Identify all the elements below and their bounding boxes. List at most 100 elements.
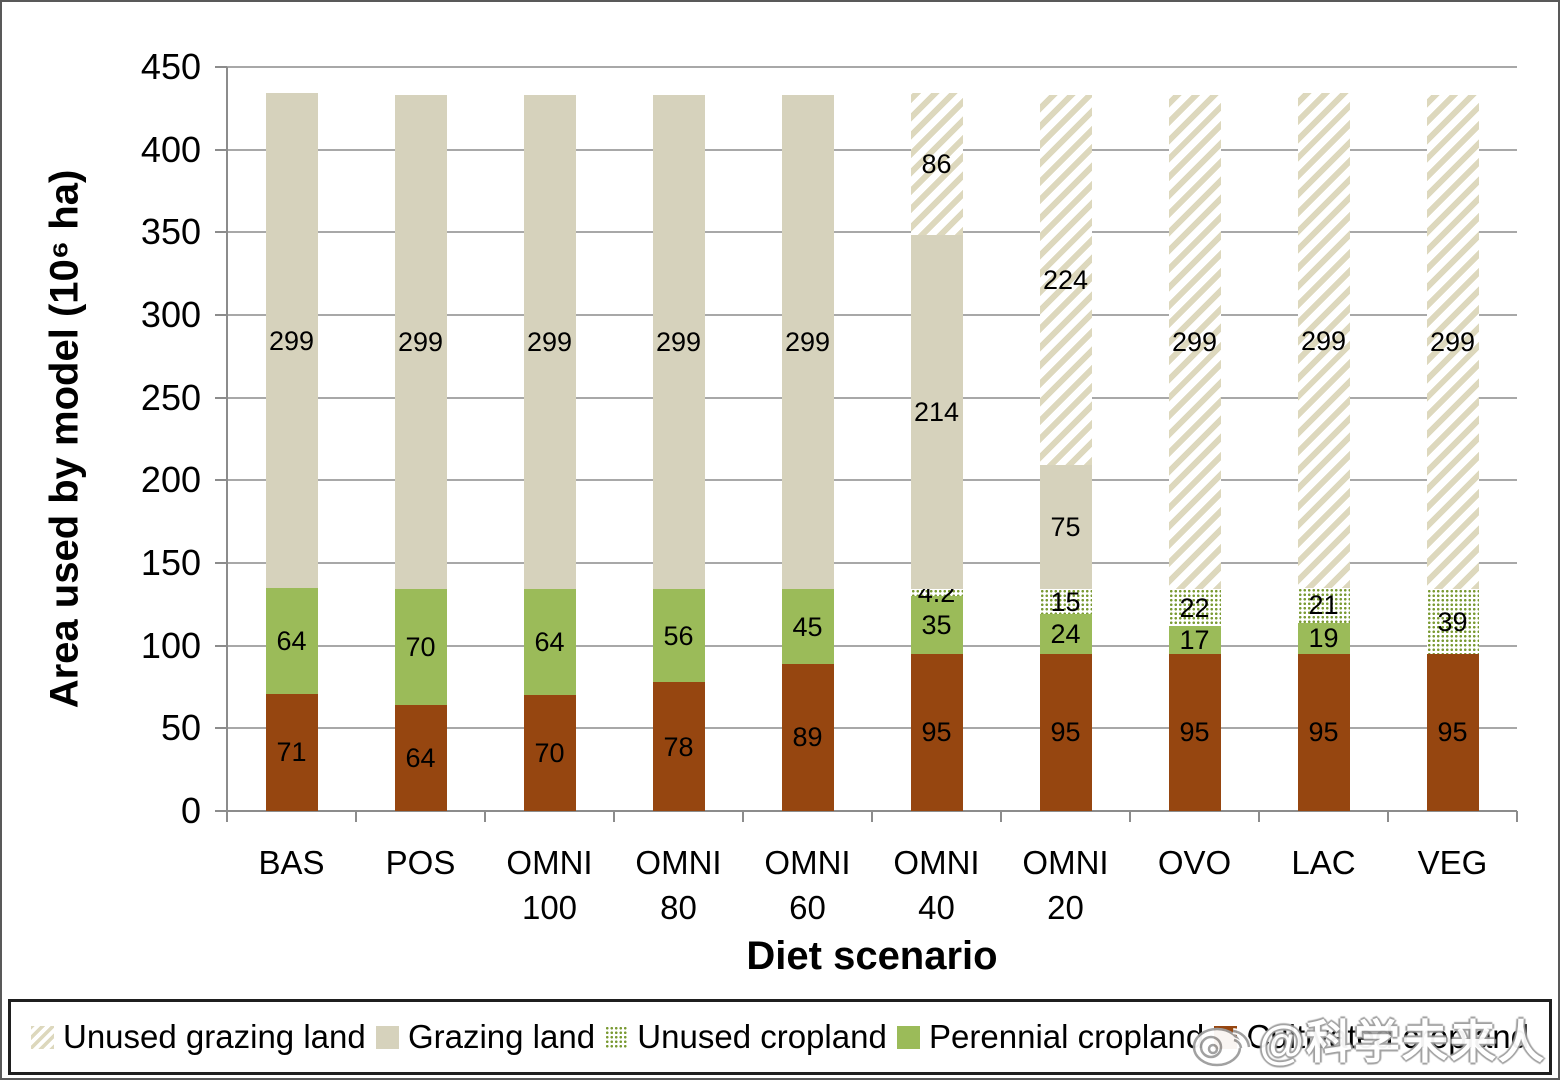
data-label: 214 xyxy=(913,397,960,428)
y-axis-tick xyxy=(215,479,227,482)
bar-segment-cultivated-cropland xyxy=(1039,653,1092,811)
y-tick-label: 0 xyxy=(180,790,201,831)
gridline xyxy=(227,314,1517,316)
y-axis-title: Area used by model (10⁶ ha) xyxy=(42,169,87,709)
legend: Unused grazing land Grazing land Unused cr… xyxy=(8,999,1552,1075)
bar-segment-unused-cropland xyxy=(1297,587,1350,623)
legend-swatch-solid xyxy=(375,1025,399,1049)
bar-segment-unused-cropland xyxy=(1168,589,1221,626)
data-label: 70 xyxy=(405,632,436,663)
data-label: 24 xyxy=(1050,619,1081,650)
x-tick-label: OMNI 80 xyxy=(635,844,722,926)
x-axis-tick xyxy=(226,811,228,822)
gridline xyxy=(227,231,1517,234)
data-label: 299 xyxy=(655,327,702,358)
y-axis-tick xyxy=(215,727,227,730)
bar-segment-perennial-cropland xyxy=(1039,614,1092,654)
x-tick-label: POS xyxy=(385,844,456,881)
data-label: 299 xyxy=(1171,327,1218,358)
y-tick-label: 450 xyxy=(140,46,201,87)
legend-item-unused-cropland: Unused cropland xyxy=(605,1018,887,1056)
bar-segment-cultivated-cropland xyxy=(781,663,834,811)
legend-label: Unused cropland xyxy=(637,1018,887,1055)
bar-segment-cultivated-cropland xyxy=(265,693,318,811)
data-label: 64 xyxy=(276,625,307,656)
x-axis-tick xyxy=(1000,811,1002,822)
bar-segment-unused-grazing-land xyxy=(1168,95,1221,590)
legend-swatch-solid xyxy=(1214,1025,1238,1049)
y-tick-label: 300 xyxy=(140,294,201,335)
data-label: 224 xyxy=(1042,265,1089,296)
data-label: 70 xyxy=(534,738,565,769)
bar-segment-cultivated-cropland xyxy=(523,695,576,811)
bar-segment-cultivated-cropland xyxy=(652,682,705,811)
legend-swatch-solid xyxy=(897,1025,921,1049)
legend-label: Grazing land xyxy=(407,1018,596,1055)
data-label: 95 xyxy=(1437,717,1468,748)
x-axis-title: Diet scenario xyxy=(746,934,998,978)
x-tick-label: VEG xyxy=(1417,844,1488,881)
y-tick-label: 200 xyxy=(140,459,201,501)
data-label: 35 xyxy=(921,610,952,640)
legend-swatch-hatch xyxy=(31,1025,54,1049)
bar-segment-unused-cropland xyxy=(1039,589,1092,615)
x-tick-label: BAS xyxy=(258,844,325,881)
data-label: 15 xyxy=(1050,586,1081,617)
x-axis-tick xyxy=(871,811,873,822)
y-axis-tick xyxy=(215,644,227,647)
bar-segment-grazing-land xyxy=(910,235,963,590)
bar-segment-unused-cropland xyxy=(1426,589,1479,654)
x-axis-tick xyxy=(742,811,744,822)
x-axis-tick xyxy=(355,811,357,822)
data-label: 71 xyxy=(276,737,307,768)
bar-segment-grazing-land xyxy=(1039,465,1092,590)
bar-segment-perennial-cropland xyxy=(910,596,963,654)
data-label: 299 xyxy=(784,327,831,358)
legend-swatch-dots xyxy=(605,1025,629,1049)
y-axis-tick xyxy=(215,562,227,564)
bar-segment-perennial-cropland xyxy=(781,589,834,664)
data-label: 64 xyxy=(534,627,565,658)
bar-segment-cultivated-cropland xyxy=(1297,653,1350,811)
bar-segment-grazing-land xyxy=(652,95,705,590)
data-label: 75 xyxy=(1050,512,1081,543)
bar-segment-perennial-cropland xyxy=(265,587,318,694)
gridline xyxy=(227,396,1517,399)
data-label: 56 xyxy=(663,620,694,651)
legend-label: Cultivated cropland xyxy=(1246,1018,1529,1055)
x-tick-label: OMNI 40 xyxy=(893,844,980,926)
data-label: 299 xyxy=(268,325,315,356)
data-label: 95 xyxy=(921,717,952,748)
legend-label: Unused grazing land xyxy=(63,1018,366,1055)
data-label: 95 xyxy=(1308,717,1339,748)
y-axis-line xyxy=(226,67,228,820)
data-label: 86 xyxy=(921,149,952,180)
y-tick-label: 400 xyxy=(140,128,201,170)
x-tick-label: OMNI 60 xyxy=(764,844,851,926)
x-tick-label: OMNI 20 xyxy=(1022,844,1109,926)
data-label: 45 xyxy=(792,611,823,642)
bar-segment-unused-grazing-land xyxy=(1426,95,1479,590)
data-label: 299 xyxy=(1300,325,1347,356)
y-axis-tick xyxy=(215,314,227,316)
y-axis-tick xyxy=(215,66,227,68)
gridline xyxy=(227,727,1517,730)
y-tick-label: 100 xyxy=(140,624,201,666)
bar-segment-cultivated-cropland xyxy=(910,653,963,811)
bar-segment-perennial-cropland xyxy=(652,589,705,683)
data-label: 299 xyxy=(526,327,573,358)
bar-segment-grazing-land xyxy=(265,93,318,588)
bar-segment-unused-grazing-land xyxy=(910,93,963,236)
x-tick-label: OVO xyxy=(1157,844,1232,881)
bar-segment-cultivated-cropland xyxy=(1426,653,1479,811)
bar-segment-grazing-land xyxy=(781,95,834,590)
data-label: 64 xyxy=(405,743,436,774)
legend-item-cultivated-cropland: Cultivated cropland xyxy=(1214,1018,1529,1056)
bar-segment-unused-cropland xyxy=(910,589,963,597)
x-axis-tick xyxy=(613,811,615,822)
legend-item-perennial-cropland: Perennial cropland xyxy=(897,1018,1204,1056)
bar-segment-perennial-cropland xyxy=(1168,625,1221,654)
x-axis-tick xyxy=(1516,811,1518,822)
